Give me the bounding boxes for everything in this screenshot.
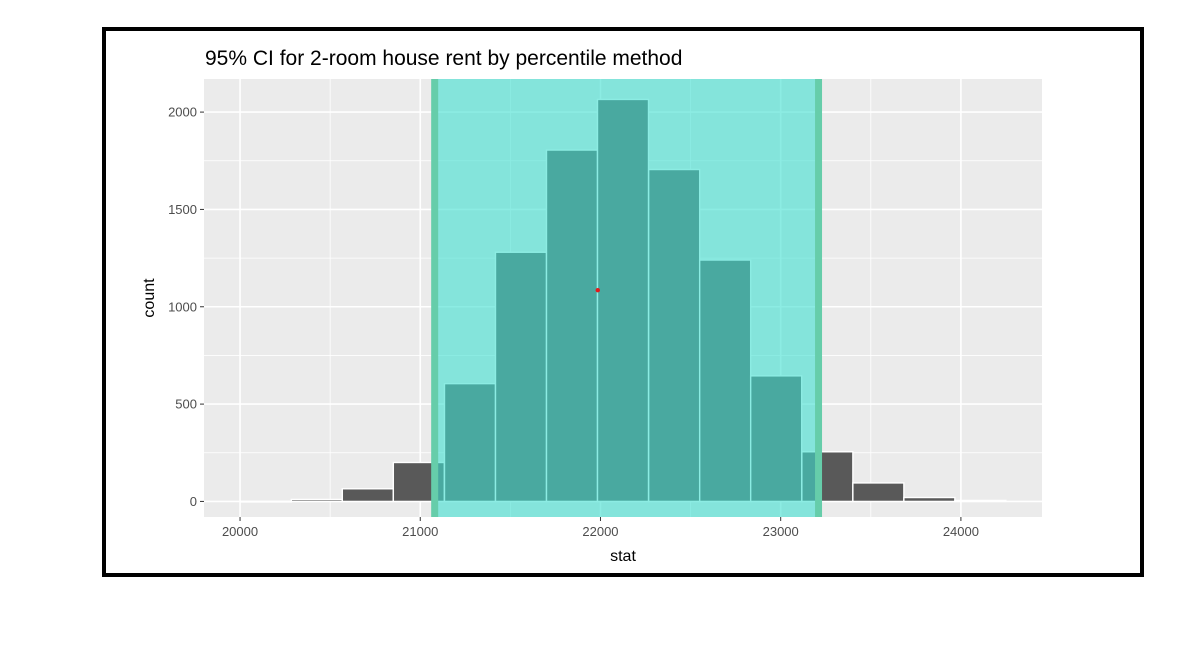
ci-shade [434, 79, 819, 517]
x-tick-label: 21000 [402, 524, 438, 539]
chart-frame: 95% CI for 2-room house rent by percenti… [102, 27, 1144, 577]
x-axis-title: stat [610, 548, 636, 565]
x-tick-label: 20000 [222, 524, 258, 539]
confidence-interval [431, 79, 823, 517]
y-tick-label: 0 [190, 494, 197, 509]
point-estimate-dot [595, 288, 600, 293]
y-tick-label: 1500 [168, 202, 197, 217]
histogram-bar-1 [290, 498, 344, 503]
y-tick-label: 500 [175, 397, 197, 412]
point-estimate [595, 288, 600, 293]
y-tick-label: 2000 [168, 105, 197, 120]
y-tick-label: 1000 [168, 299, 197, 314]
histogram-bar-12 [852, 482, 905, 503]
axis-ticks: 20000 21000 22000 23000 24000 0 500 1000 1500 200… [168, 105, 979, 539]
histogram-bar-14 [954, 499, 1007, 503]
x-tick-label: 24000 [943, 524, 979, 539]
y-axis-title: count [141, 278, 158, 318]
histogram-chart: 95% CI for 2-room house rent by percenti… [141, 47, 1042, 565]
histogram-bar-2 [341, 488, 395, 503]
x-tick-label: 22000 [582, 524, 618, 539]
histogram-bar-0 [239, 500, 293, 503]
x-tick-label: 23000 [763, 524, 799, 539]
histogram-bar-13 [903, 496, 956, 503]
chart-title: 95% CI for 2-room house rent by percenti… [205, 47, 682, 70]
